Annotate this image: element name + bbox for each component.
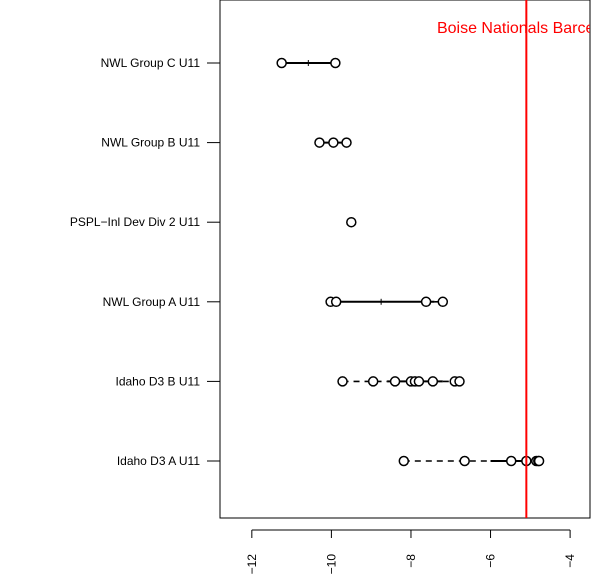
data-point — [420, 296, 432, 308]
x-tick-label: −12 — [245, 554, 259, 575]
category-label: Idaho D3 A U11 — [117, 454, 201, 468]
category-label: NWL Group B U11 — [101, 136, 200, 150]
reference-layer: Boise Nationals Barcelon — [437, 0, 600, 518]
x-axis: −12 −10 −8 −6 −4 — [245, 529, 577, 575]
data-point — [459, 455, 470, 467]
category-label: Idaho D3 B U11 — [116, 374, 201, 388]
reference-line-label: Boise Nationals Barcelon — [437, 20, 600, 37]
row-4: Idaho D3 B U11 — [116, 374, 465, 388]
data-point — [367, 376, 379, 387]
row-3: NWL Group A U11 — [103, 295, 449, 309]
category-label: NWL Group C U11 — [101, 56, 201, 70]
data-point — [330, 296, 342, 308]
data-point — [314, 137, 325, 148]
plot-frame — [219, 0, 591, 519]
data-point — [341, 137, 352, 148]
data-point — [505, 455, 517, 467]
x-tick-label: −6 — [484, 554, 498, 568]
x-tick-label: −10 — [324, 554, 338, 575]
category-label: NWL Group A U11 — [103, 295, 201, 309]
row-5: Idaho D3 A U11 — [117, 454, 545, 468]
x-tick-label: −8 — [404, 554, 418, 568]
row-0: NWL Group C U11 — [101, 56, 341, 70]
data-point — [413, 376, 425, 387]
data-point — [276, 57, 287, 69]
data-point — [533, 455, 545, 467]
rows-layer: NWL Group C U11 NWL Group B U11 PSPL−Inl D… — [70, 56, 545, 468]
data-point — [398, 455, 410, 467]
category-label: PSPL−Inl Dev Div 2 U11 — [70, 215, 200, 229]
row-1: NWL Group B U11 — [101, 136, 352, 150]
data-point — [346, 216, 357, 228]
data-point — [330, 57, 341, 69]
data-point — [337, 376, 348, 387]
data-point — [437, 296, 449, 308]
data-point — [454, 376, 465, 387]
row-2: PSPL−Inl Dev Div 2 U11 — [70, 215, 357, 229]
data-point — [427, 376, 439, 387]
data-point — [389, 376, 401, 387]
data-point — [328, 137, 339, 148]
x-tick-label: −4 — [563, 554, 577, 568]
